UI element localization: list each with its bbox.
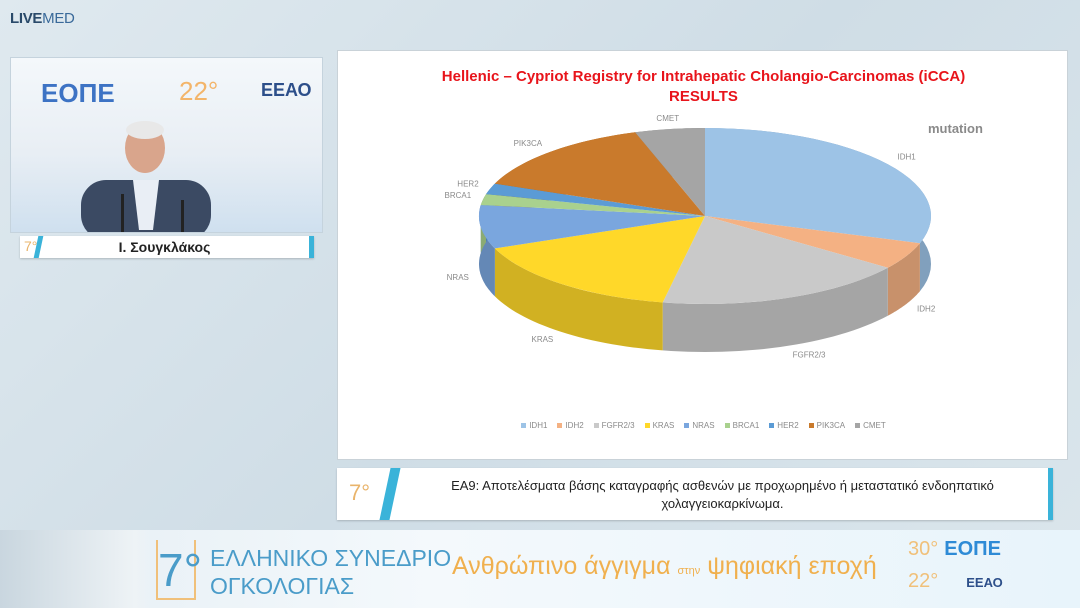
legend-swatch — [855, 423, 861, 429]
speaker-name-bar: 7° Ι. Σουγκλάκος — [20, 236, 314, 258]
slice-label: CMET — [656, 114, 679, 123]
eeao-logo: ΕΕΑΟ — [261, 80, 312, 100]
banner-image — [0, 530, 150, 608]
legend-swatch — [724, 423, 730, 429]
presentation-slide: Hellenic – Cypriot Registry for Intrahep… — [337, 50, 1068, 460]
pie-slice-PIK3CA — [494, 132, 705, 216]
eope-logo: ΕΟΠΕ — [41, 78, 115, 108]
speaker-video: ΕΟΠΕ 22° ΕΕΑΟ — [10, 57, 323, 233]
banner-slogan: Ανθρώπινο άγγιγμα στην ψηφιακή εποχή — [452, 552, 877, 580]
slice-label: KRAS — [531, 335, 553, 344]
legend-swatch — [769, 423, 775, 429]
chart-title: Hellenic – Cypriot Registry for Intrahep… — [441, 68, 966, 105]
slice-label: IDH2 — [917, 305, 936, 314]
legend-item: BRCA1 — [724, 421, 760, 430]
legend-label: HER2 — [777, 421, 799, 430]
livemed-logo: LIVEMED — [10, 10, 75, 27]
legend-label: KRAS — [652, 421, 675, 430]
congress-badge: 7° — [24, 238, 38, 254]
banner-title: ΕΛΛΗΝΙΚΟ ΣΥΝΕΔΡΙΟ ΟΓΚΟΛΟΓΙΑΣ — [210, 545, 452, 599]
caption-text: ΕΑ9: Αποτελέσματα βάσης καταγραφής ασθεν… — [451, 478, 994, 511]
accent-stripe — [379, 468, 401, 520]
legend-label: BRCA1 — [732, 421, 760, 430]
legend-swatch — [593, 423, 599, 429]
legend-swatch — [808, 423, 814, 429]
legend-label: IDH1 — [529, 421, 548, 430]
legend-item: PIK3CA — [808, 421, 846, 430]
pie-slice-IDH2 — [705, 216, 920, 268]
pie-side-NRAS — [479, 205, 495, 297]
legend-swatch — [684, 423, 690, 429]
slice-label: FGFR2/3 — [793, 350, 826, 359]
legend-label: CMET — [863, 421, 886, 430]
congress-number: 22° — [179, 76, 219, 106]
slide-caption: 7° ΕΑ9: Αποτελέσματα βάσης καταγραφής ασ… — [337, 468, 1053, 520]
slice-label: PIK3CA — [514, 139, 543, 148]
chart-legend: IDH1 IDH2 FGFR2/3 KRAS NRAS BRCA1 HER2 PIK3CA CM… — [338, 421, 1069, 430]
speaker-figure — [81, 121, 211, 232]
pie-slice-CMET — [635, 128, 705, 216]
legend-swatch — [644, 423, 650, 429]
legend-item: IDH1 — [521, 421, 547, 430]
slice-label: BRCA1 — [445, 191, 472, 200]
eeao-logo: 22° ΕΕΑΟ — [908, 570, 1003, 592]
legend-label: FGFR2/3 — [601, 421, 635, 430]
pie-side-KRAS — [494, 248, 663, 351]
slice-label: HER2 — [457, 179, 479, 188]
slice-label: IDH1 — [898, 153, 917, 162]
legend-item: FGFR2/3 — [593, 421, 635, 430]
pie-slice-KRAS — [494, 216, 705, 303]
legend-swatch — [521, 423, 527, 429]
pie-slice-BRCA1 — [480, 194, 705, 216]
legend-swatch — [557, 423, 563, 429]
legend-label: IDH2 — [565, 421, 584, 430]
pie-slice-NRAS — [479, 204, 705, 249]
eope-logo: 30° ΕΟΠΕ — [908, 538, 1001, 560]
legend-label: PIK3CA — [816, 421, 846, 430]
slice-label: NRAS — [447, 273, 469, 282]
congress-badge: 7° — [349, 480, 371, 505]
legend-item: KRAS — [644, 421, 675, 430]
pie-slice-HER2 — [486, 183, 705, 216]
legend-label: NRAS — [692, 421, 715, 430]
congress-banner: 7° ΕΛΛΗΝΙΚΟ ΣΥΝΕΔΡΙΟ ΟΓΚΟΛΟΓΙΑΣ Ανθρώπινο… — [0, 530, 1080, 608]
pie-slice-FGFR2/3 — [662, 216, 888, 304]
speaker-name: Ι. Σουγκλάκος — [118, 239, 211, 255]
banner-number: 7° — [156, 540, 202, 600]
legend-item: HER2 — [769, 421, 799, 430]
legend-item: CMET — [855, 421, 886, 430]
series-title: mutation — [928, 121, 983, 136]
pie-chart: IDH1 IDH2 FGFR2/3 KRAS NRAS BRCA1 HER2 PIK3CA CM… — [445, 114, 936, 359]
legend-item: NRAS — [684, 421, 715, 430]
legend-item: IDH2 — [557, 421, 584, 430]
pie-side-FGFR2/3 — [662, 267, 888, 352]
pie-side-IDH2 — [887, 243, 920, 316]
pie-slice-IDH1 — [705, 128, 931, 244]
